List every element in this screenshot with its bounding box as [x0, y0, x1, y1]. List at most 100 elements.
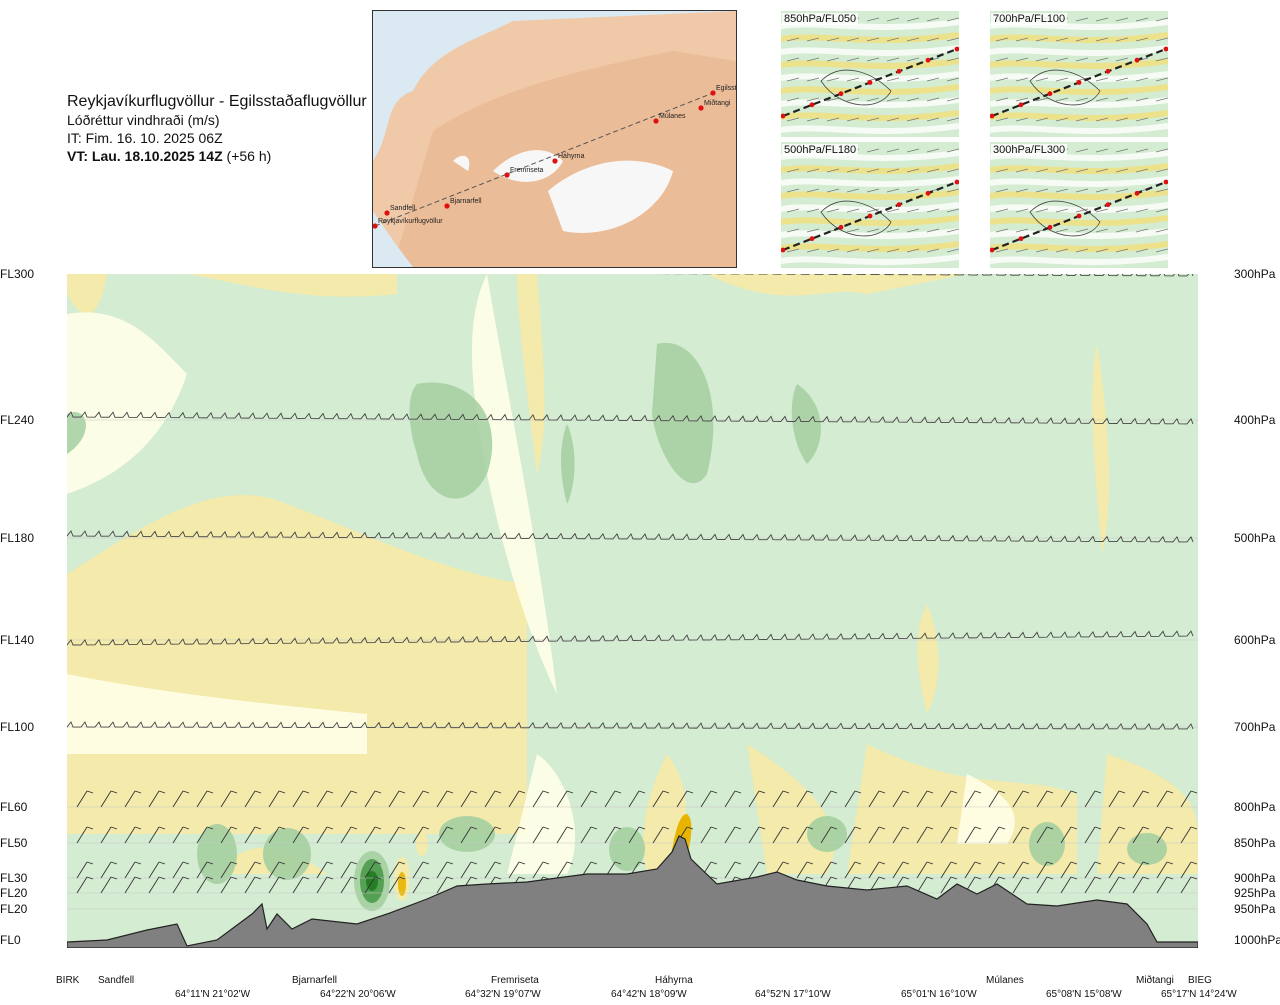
- y-label-right: 500hPa: [1234, 531, 1275, 545]
- thumb-route-point: [1106, 202, 1111, 207]
- thumb-route-point: [1135, 58, 1140, 63]
- x-coordinate-label: 64°42'N 18°09'W: [611, 989, 687, 1000]
- y-label-right: 950hPa: [1234, 902, 1275, 916]
- thumb-field: [990, 218, 1168, 223]
- thumb-barb: [1056, 229, 1068, 232]
- y-label-right: 600hPa: [1234, 633, 1275, 647]
- valid-time-offset: (+56 h): [227, 148, 272, 164]
- thumb-barb: [887, 229, 899, 232]
- thumb-barb: [1096, 98, 1108, 101]
- thumb-500-svg: [781, 142, 959, 268]
- velocity-cell: [1127, 833, 1167, 865]
- thumb-route-point: [1135, 191, 1140, 196]
- route-map-svg: ReykjavíkurflugvöllurSandfellBjarnarfell…: [373, 11, 736, 267]
- thumb-barb: [907, 98, 919, 101]
- thumb-field: [781, 87, 959, 92]
- thumb-850: 850hPa/FL050: [781, 11, 959, 137]
- route-point: [504, 172, 509, 177]
- thumb-barb: [907, 229, 919, 232]
- thumb-barb: [867, 98, 879, 101]
- thumb-barb: [867, 229, 879, 232]
- thumb-700: 700hPa/FL100: [990, 11, 1168, 137]
- route-point: [710, 90, 715, 95]
- thumb-barb: [907, 18, 919, 21]
- thumb-barb: [1156, 209, 1168, 212]
- cross-section-plot: [67, 274, 1198, 948]
- thumb-barb: [867, 58, 879, 61]
- thumb-field: [990, 87, 1168, 92]
- thumb-barb: [947, 209, 959, 212]
- thumb-300-svg: [990, 142, 1168, 268]
- thumb-barb: [1076, 18, 1088, 21]
- thumb-route-point: [868, 80, 873, 85]
- thumb-300: 300hPa/FL300: [990, 142, 1168, 268]
- thumb-barb: [827, 58, 839, 61]
- thumb-field: [990, 61, 1168, 66]
- y-label-left: FL140: [0, 633, 34, 647]
- thumb-barb: [807, 58, 819, 61]
- thumb-route-point: [839, 91, 844, 96]
- valid-time: VT: Lau. 18.10.2025 14Z (+56 h): [67, 147, 367, 165]
- thumb-barb: [1076, 98, 1088, 101]
- thumb-700-label: 700hPa/FL100: [991, 13, 1067, 25]
- route-point: [384, 210, 389, 215]
- thumb-barb: [1016, 189, 1028, 192]
- thumb-850-svg: [781, 11, 959, 137]
- x-waypoint-label: BIEG: [1188, 975, 1212, 986]
- thumb-barb: [1056, 189, 1068, 192]
- thumb-barb: [887, 149, 899, 152]
- y-label-right: 900hPa: [1234, 871, 1275, 885]
- thumb-barb: [1136, 149, 1148, 152]
- x-waypoint-label: BIRK: [56, 975, 79, 986]
- y-label-left: FL180: [0, 531, 34, 545]
- thumb-route-point: [897, 69, 902, 74]
- route-point-label: Háhyrna: [558, 153, 585, 160]
- thumb-field: [781, 257, 959, 262]
- thumb-barb: [1156, 249, 1168, 252]
- thumb-field: [990, 48, 1168, 53]
- thumb-barb: [867, 149, 879, 152]
- thumb-route-point: [1106, 69, 1111, 74]
- thumb-route-point: [810, 102, 815, 107]
- thumb-barb: [867, 18, 879, 21]
- thumb-300-label: 300hPa/FL300: [991, 144, 1067, 156]
- thumb-barb: [1116, 98, 1128, 101]
- thumb-barb: [1056, 58, 1068, 61]
- y-label-right: 800hPa: [1234, 800, 1275, 814]
- thumb-barb: [907, 189, 919, 192]
- thumb-barb: [1096, 149, 1108, 152]
- y-label-left: FL60: [0, 800, 27, 814]
- y-label-right: 1000hPa: [1234, 933, 1280, 947]
- thumb-field: [781, 205, 959, 210]
- thumb-500-label: 500hPa/FL180: [782, 144, 858, 156]
- x-waypoint-label: Háhyrna: [655, 975, 693, 986]
- x-waypoint-label: Sandfell: [98, 975, 134, 986]
- y-label-right: 300hPa: [1234, 267, 1275, 281]
- route-point: [698, 105, 703, 110]
- thumb-barb: [1076, 229, 1088, 232]
- issue-time: IT: Fim. 16. 10. 2025 06Z: [67, 129, 367, 147]
- thumb-barb: [947, 118, 959, 121]
- thumb-field: [781, 74, 959, 79]
- thumb-barb: [887, 58, 899, 61]
- thumb-barb: [1116, 149, 1128, 152]
- thumb-barb: [1156, 118, 1168, 121]
- thumb-field: [990, 205, 1168, 210]
- y-label-right: 850hPa: [1234, 836, 1275, 850]
- thumb-field: [990, 244, 1168, 249]
- route-point-label: Reykjavíkurflugvöllur: [378, 218, 443, 225]
- thumb-barb: [907, 149, 919, 152]
- x-waypoint-label: Miðtangi: [1136, 975, 1174, 986]
- thumb-barb: [887, 18, 899, 21]
- thumb-barb: [1116, 58, 1128, 61]
- thumb-barb: [1116, 18, 1128, 21]
- y-label-left: FL240: [0, 413, 34, 427]
- y-label-right: 400hPa: [1234, 413, 1275, 427]
- thumb-field: [781, 48, 959, 53]
- x-coordinate-label: 65°01'N 16°10'W: [901, 989, 977, 1000]
- thumb-500: 500hPa/FL180: [781, 142, 959, 268]
- y-label-right: 700hPa: [1234, 720, 1275, 734]
- y-label-left: FL50: [0, 836, 27, 850]
- thumb-route-point: [810, 236, 815, 241]
- thumb-barb: [1036, 58, 1048, 61]
